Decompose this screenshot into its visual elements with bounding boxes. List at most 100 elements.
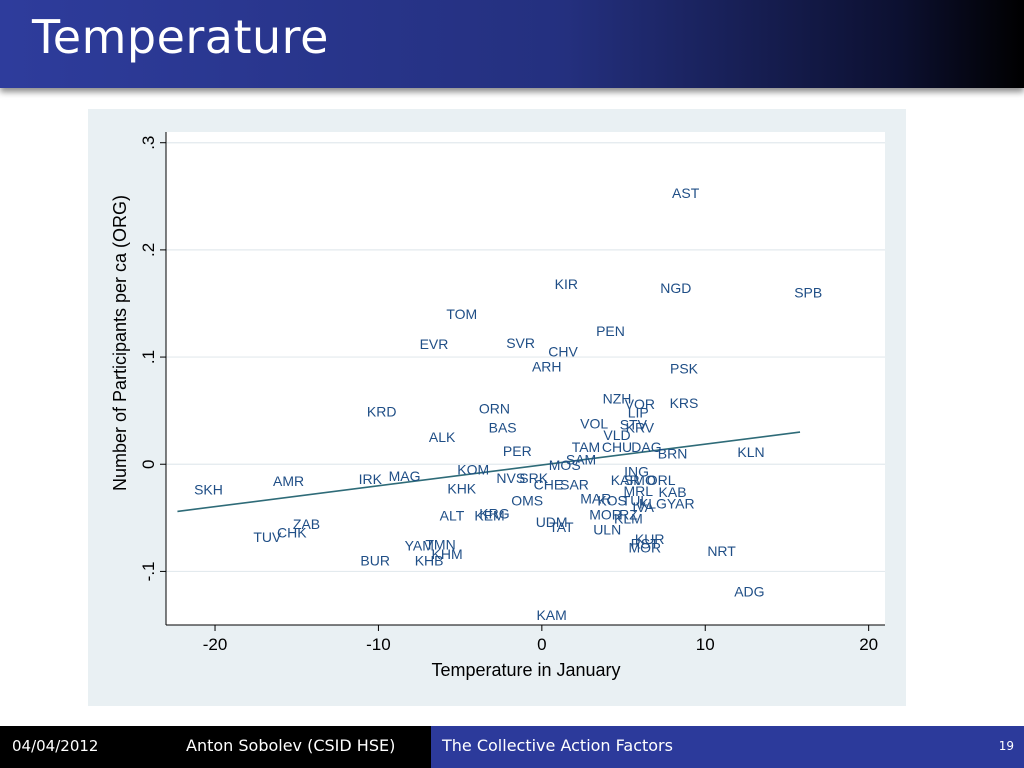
fit-line-layer	[177, 431, 801, 513]
point-label: KAR	[611, 472, 640, 488]
point-label: KLM	[614, 511, 643, 527]
point-label: KAB	[659, 484, 687, 500]
footer-topic: The Collective Action Factors	[442, 736, 673, 755]
point-label: KRG	[479, 505, 509, 521]
point-label: PEN	[596, 323, 625, 339]
point-label: ALK	[429, 429, 456, 445]
point-label: EVR	[420, 336, 449, 352]
point-label: BRN	[658, 445, 688, 461]
point-label: KIR	[555, 276, 578, 292]
y-tick-label: .1	[139, 350, 158, 364]
slide-title: Temperature	[32, 10, 329, 64]
x-tick-label: -20	[203, 635, 228, 654]
point-label: YAM	[405, 537, 434, 553]
point-label: NRT	[707, 543, 736, 559]
point-label: OMS	[511, 492, 543, 508]
chart-axes: -.1 0 .1 .2 .3 -20 -10 0 10 20	[139, 132, 885, 654]
point-label: STV	[620, 416, 648, 432]
point-label: KRS	[670, 395, 699, 411]
footer-topic-box: The Collective Action Factors 19	[431, 726, 1024, 768]
point-label: ORL	[647, 472, 676, 488]
point-label: VOR	[625, 396, 655, 412]
point-label: KOS	[597, 492, 627, 508]
y-tick-label: .3	[139, 136, 158, 150]
x-tick-label: -10	[366, 635, 391, 654]
point-label: MOR	[628, 540, 661, 556]
point-label: SPB	[794, 285, 822, 301]
point-label: NGD	[660, 280, 691, 296]
point-label: VLD	[603, 427, 630, 443]
point-label: CHV	[548, 343, 578, 359]
y-tick-label: 0	[139, 460, 158, 469]
point-label: BUR	[360, 552, 390, 568]
point-label: SKH	[194, 482, 223, 498]
point-label: CHE	[534, 476, 564, 492]
point-label: SMO	[624, 472, 656, 488]
point-label: SVR	[506, 335, 535, 351]
point-label: ORN	[479, 400, 510, 416]
point-label: KAM	[536, 607, 566, 623]
fitted-line	[177, 431, 801, 513]
footer-date: 04/04/2012	[12, 737, 99, 755]
point-label: SAR	[560, 476, 589, 492]
point-label: NZH	[603, 391, 632, 407]
point-label: IRK	[359, 471, 383, 487]
point-label: TUV	[253, 529, 282, 545]
point-label: UDM	[536, 514, 568, 530]
grid-lines	[166, 132, 885, 625]
footer-author: Anton Sobolev (CSID HSE)	[186, 736, 396, 755]
point-label: KLG	[639, 496, 667, 512]
point-label: ARH	[532, 358, 562, 374]
point-label: PER	[503, 443, 532, 459]
point-label: YAR	[667, 496, 695, 512]
point-label: TMN	[425, 536, 455, 552]
point-label: KOM	[457, 461, 489, 477]
footer-bar: 04/04/2012 Anton Sobolev (CSID HSE) The …	[0, 726, 1024, 768]
point-label: ADG	[734, 584, 764, 600]
point-label: ING	[624, 464, 649, 480]
point-label: KHM	[432, 546, 463, 562]
point-label: TOM	[446, 306, 477, 322]
point-label: CHU	[602, 439, 632, 455]
point-label: KHK	[447, 481, 476, 497]
x-tick-label: 10	[696, 635, 715, 654]
point-label: MOS	[549, 457, 581, 473]
point-label: AST	[672, 185, 700, 201]
x-tick-label: 0	[537, 635, 546, 654]
y-axis-label: Number of Participants per ca (ORG)	[110, 195, 130, 491]
x-tick-label: 20	[859, 635, 878, 654]
point-label: SAM	[566, 452, 596, 468]
point-label: VOL	[580, 415, 608, 431]
point-label: IVA	[632, 499, 654, 515]
point-label: AMR	[273, 473, 304, 489]
point-label: KLN	[737, 444, 764, 460]
point-label: MRL	[623, 483, 653, 499]
point-label: ALT	[440, 507, 465, 523]
point-label: TUL	[622, 492, 649, 508]
point-label: NVS	[496, 470, 525, 486]
plot-area	[166, 132, 885, 625]
y-tick-label: .2	[139, 243, 158, 257]
point-label: TAM	[572, 439, 601, 455]
point-label: KUR	[635, 531, 665, 547]
point-label: BAS	[489, 420, 517, 436]
point-label: KEM	[474, 507, 504, 523]
point-label: LIP	[628, 405, 649, 421]
point-label: KHB	[415, 552, 444, 568]
point-label: ULN	[593, 521, 621, 537]
point-label: KRV	[626, 420, 655, 436]
point-label: TAT	[549, 519, 574, 535]
page-number: 19	[998, 739, 1014, 753]
point-label: RST	[631, 535, 659, 551]
scatter-chart: -.1 0 .1 .2 .3 -20 -10 0 10 20 AST KIR NGD SPB TOM PEN…	[110, 132, 885, 680]
point-label: PSK	[670, 361, 699, 377]
scatter-chart-panel: -.1 0 .1 .2 .3 -20 -10 0 10 20 AST KIR NGD SPB TOM PEN…	[88, 109, 906, 706]
point-label: MOR	[589, 506, 622, 522]
point-label: DAG	[631, 439, 661, 455]
point-label: RZ	[619, 506, 638, 522]
y-tick-label: -.1	[139, 561, 158, 581]
point-label: MAG	[389, 468, 421, 484]
point-label: CHK	[277, 525, 307, 541]
x-axis-label: Temperature in January	[431, 660, 620, 680]
